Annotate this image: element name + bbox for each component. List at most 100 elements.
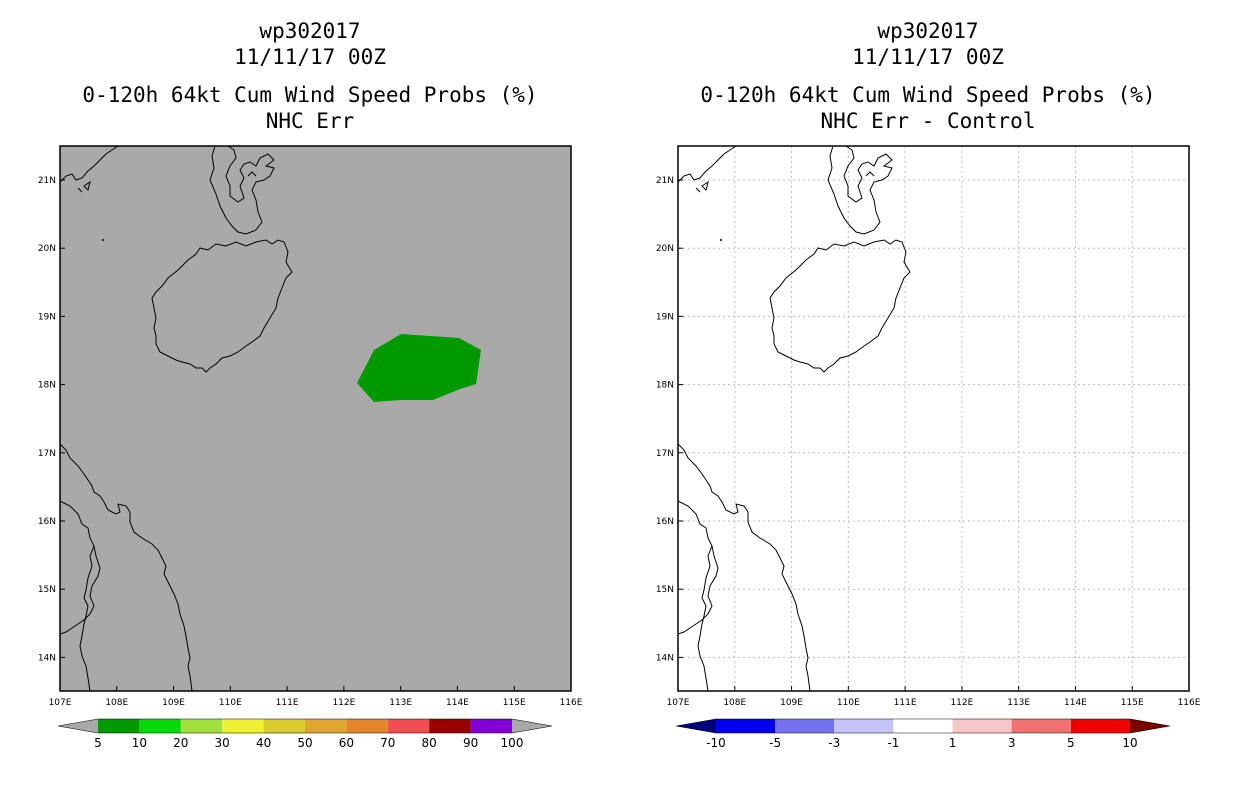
left-lat-label: 17N xyxy=(38,449,56,459)
left-lon-label: 107E xyxy=(49,698,72,708)
right-colorbar-label: 1 xyxy=(949,736,957,750)
left-lat-label: 16N xyxy=(38,517,56,527)
right-lon-label: 112E xyxy=(950,698,973,708)
right-axes: 107E 108E 109E 110E 111E 112E 113E 114E 115E 116E… xyxy=(656,176,1201,708)
left-colorbar-label: 50 xyxy=(297,736,312,750)
left-colorbar-high-arrow xyxy=(512,719,552,733)
right-colorbar-swatch xyxy=(1011,719,1071,733)
right-colorbar-swatch xyxy=(893,719,953,733)
right-lat-label: 14N xyxy=(656,653,674,663)
right-lat-label: 19N xyxy=(656,312,674,322)
right-lon-label: 107E xyxy=(667,698,690,708)
left-colorbar-label: 90 xyxy=(463,736,478,750)
right-lon-label: 114E xyxy=(1064,698,1087,708)
right-colorbar-low-arrow xyxy=(676,719,716,733)
left-lon-label: 116E xyxy=(560,698,583,708)
left-colorbar-label: 30 xyxy=(215,736,230,750)
left-lon-label: 112E xyxy=(332,698,355,708)
left-lon-label: 110E xyxy=(219,698,242,708)
left-map-background xyxy=(60,146,571,691)
right-colorbar-swatch xyxy=(1070,719,1130,733)
right-lat-label: 18N xyxy=(656,381,674,391)
left-lat-label: 14N xyxy=(38,653,56,663)
left-lat-label: 19N xyxy=(38,312,56,322)
left-colorbar-swatch xyxy=(263,719,305,733)
right-colorbar-label: -1 xyxy=(887,736,899,750)
left-lat-label: 18N xyxy=(38,381,56,391)
right-colorbar-label: 10 xyxy=(1122,736,1137,750)
right-subtitle: NHC Err - Control xyxy=(820,109,1036,133)
right-lat-label: 21N xyxy=(656,176,674,186)
left-colorbar-label: 5 xyxy=(94,736,102,750)
left-lon-label: 108E xyxy=(105,698,128,708)
left-colorbar-low-arrow xyxy=(58,719,98,733)
left-axes: 107E 108E 109E 110E 111E 112E 113E 114E 115E 116E… xyxy=(38,176,583,708)
left-colorbar-label: 40 xyxy=(256,736,271,750)
left-lat-label: 21N xyxy=(38,176,56,186)
right-lat-label: 20N xyxy=(656,244,674,254)
right-colorbar-swatch xyxy=(716,719,776,733)
right-colorbar-label: 3 xyxy=(1008,736,1016,750)
left-colorbar-swatch xyxy=(98,719,140,733)
left-colorbar-label: 70 xyxy=(380,736,395,750)
right-storm-id: wp302017 xyxy=(877,19,979,43)
left-lon-label: 113E xyxy=(389,698,412,708)
left-colorbar-swatch xyxy=(305,719,347,733)
right-lon-label: 111E xyxy=(894,698,917,708)
right-colorbar-swatch xyxy=(775,719,835,733)
right-colorbar-swatch xyxy=(952,719,1012,733)
right-colorbar-outline xyxy=(675,718,1171,734)
left-colorbar-label: 20 xyxy=(173,736,188,750)
right-map-frame xyxy=(677,145,1190,692)
right-lat-label: 16N xyxy=(656,517,674,527)
right-lon-label: 110E xyxy=(837,698,860,708)
left-map-frame xyxy=(59,145,572,692)
right-product-title: 0-120h 64kt Cum Wind Speed Probs (%) xyxy=(700,83,1156,107)
right-lat-label: 15N xyxy=(656,585,674,595)
right-panel-titles: wp302017 11/11/17 00Z 0-120h 64kt Cum Wi… xyxy=(658,18,1198,134)
right-lon-label: 115E xyxy=(1121,698,1144,708)
left-colorbar-swatch xyxy=(139,719,181,733)
left-colorbar-label: 60 xyxy=(339,736,354,750)
left-colorbar-swatch xyxy=(470,719,512,733)
left-datetime: 11/11/17 00Z xyxy=(234,45,386,69)
right-lat-label: 17N xyxy=(656,449,674,459)
right-datetime: 11/11/17 00Z xyxy=(852,45,1004,69)
right-colorbar: -10 -5 -3 -1 1 3 5 10 xyxy=(675,718,1171,750)
left-colorbar-outline xyxy=(57,718,553,734)
right-colorbar-label: -5 xyxy=(769,736,781,750)
right-map-panel: 107E 108E 109E 110E 111E 112E 113E 114E 115E 116E… xyxy=(656,145,1201,708)
left-product-title: 0-120h 64kt Cum Wind Speed Probs (%) xyxy=(82,83,538,107)
left-colorbar-swatch xyxy=(222,719,264,733)
left-lon-label: 114E xyxy=(446,698,469,708)
left-map-panel: 107E 108E 109E 110E 111E 112E 113E 114E 115E 116E… xyxy=(38,145,583,708)
left-subtitle: NHC Err xyxy=(265,109,355,133)
right-map-background xyxy=(678,146,1189,691)
right-lon-label: 116E xyxy=(1178,698,1201,708)
right-lon-label: 113E xyxy=(1007,698,1030,708)
left-lon-label: 109E xyxy=(162,698,185,708)
right-colorbar-label: 5 xyxy=(1067,736,1075,750)
left-panel-titles: wp302017 11/11/17 00Z 0-120h 64kt Cum Wi… xyxy=(40,18,580,134)
left-lon-label: 111E xyxy=(276,698,299,708)
right-lon-label: 108E xyxy=(723,698,746,708)
left-storm-id: wp302017 xyxy=(259,19,361,43)
left-colorbar-swatch xyxy=(387,719,430,733)
right-colorbar-high-arrow xyxy=(1130,719,1170,733)
probability-area xyxy=(357,332,481,402)
right-colorbar-label: -10 xyxy=(706,736,726,750)
left-lat-label: 20N xyxy=(38,244,56,254)
left-lon-label: 115E xyxy=(503,698,526,708)
left-lat-label: 15N xyxy=(38,585,56,595)
left-colorbar-label: 100 xyxy=(501,736,524,750)
right-colorbar-swatch xyxy=(834,719,894,733)
left-colorbar: 5 10 20 30 40 50 60 70 80 90 100 xyxy=(57,718,553,750)
right-colorbar-label: -3 xyxy=(828,736,840,750)
left-colorbar-swatch xyxy=(429,719,471,733)
right-lon-label: 109E xyxy=(780,698,803,708)
left-colorbar-swatch xyxy=(346,719,388,733)
left-colorbar-label: 80 xyxy=(422,736,437,750)
right-gridlines xyxy=(678,146,1189,691)
left-colorbar-swatch xyxy=(180,719,223,733)
